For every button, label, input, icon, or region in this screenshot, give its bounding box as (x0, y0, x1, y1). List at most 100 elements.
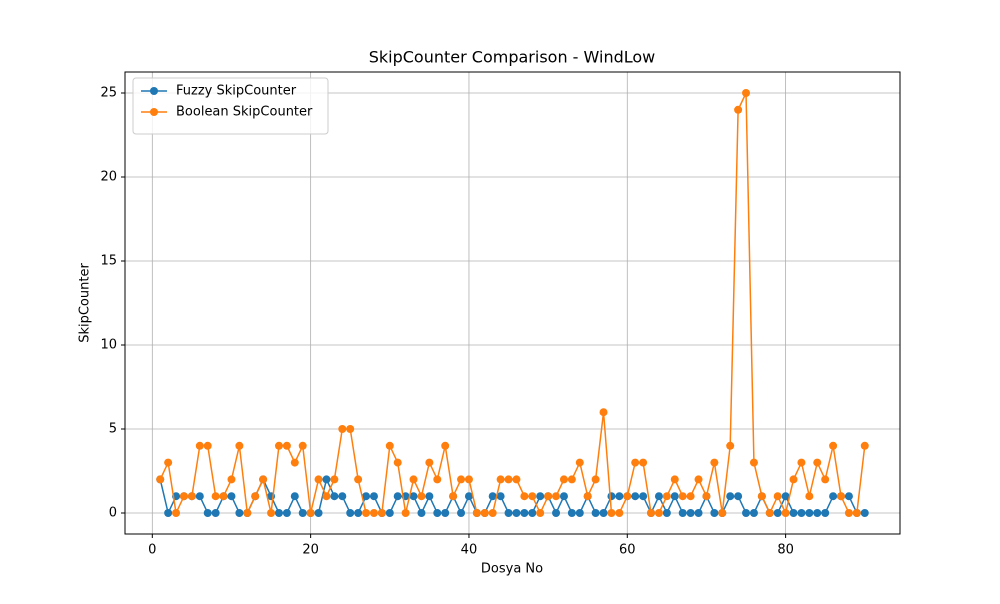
data-point (354, 475, 363, 484)
data-point (512, 509, 521, 517)
data-point (433, 509, 442, 517)
data-point (203, 509, 212, 517)
data-point (409, 492, 418, 501)
data-point (813, 509, 822, 517)
data-point (536, 492, 545, 501)
data-point (274, 441, 283, 450)
data-point (496, 492, 505, 501)
data-point (164, 458, 173, 467)
data-point (615, 509, 624, 517)
data-point (662, 492, 671, 501)
data-point (607, 509, 616, 517)
data-point (354, 509, 363, 517)
data-point (797, 458, 806, 467)
data-point (322, 475, 331, 484)
data-point (322, 492, 331, 501)
data-point (742, 89, 751, 97)
data-point (417, 509, 426, 517)
data-point (369, 492, 378, 501)
data-point (678, 492, 687, 501)
data-point (330, 492, 339, 501)
data-point (179, 492, 188, 501)
data-point (393, 492, 402, 501)
data-point (765, 509, 774, 517)
x-tick-label: 40 (461, 543, 478, 558)
data-point (433, 475, 442, 484)
data-point (631, 458, 640, 467)
data-point (425, 492, 434, 501)
data-point (235, 441, 244, 450)
data-point (243, 509, 252, 517)
data-point (274, 509, 283, 517)
data-point (559, 475, 568, 484)
data-point (773, 509, 782, 517)
data-point (821, 475, 830, 484)
data-point (385, 509, 394, 517)
data-point (219, 492, 228, 501)
legend-label: Fuzzy SkipCounter (176, 84, 297, 99)
data-point (314, 475, 323, 484)
data-point (749, 458, 758, 467)
data-point (298, 509, 307, 517)
data-point (441, 441, 450, 450)
data-point (449, 492, 458, 501)
data-point (559, 492, 568, 501)
data-point (528, 509, 537, 517)
data-point (552, 492, 561, 501)
data-point (441, 509, 450, 517)
data-point (369, 509, 378, 517)
data-point (647, 509, 656, 517)
data-point (639, 458, 648, 467)
y-tick-label: 15 (100, 254, 117, 269)
data-point (227, 492, 236, 501)
data-point (837, 492, 846, 501)
data-point (330, 475, 339, 484)
x-tick-label: 60 (619, 543, 636, 558)
data-point (805, 509, 814, 517)
data-point (726, 492, 735, 501)
data-point (488, 509, 497, 517)
x-tick-label: 80 (777, 543, 794, 558)
data-point (306, 509, 315, 517)
data-point (496, 475, 505, 484)
data-point (290, 492, 299, 501)
data-point (670, 475, 679, 484)
data-point (512, 475, 521, 484)
data-point (290, 458, 299, 467)
data-point (702, 492, 711, 501)
data-point (813, 458, 822, 467)
legend-marker (150, 108, 158, 116)
data-point (282, 441, 291, 450)
data-point (464, 475, 473, 484)
data-point (615, 492, 624, 501)
data-point (781, 492, 790, 501)
data-point (520, 492, 529, 501)
data-point (726, 441, 735, 450)
data-point (757, 492, 766, 501)
data-point (544, 492, 553, 501)
data-point (607, 492, 616, 501)
y-tick-label: 5 (109, 422, 117, 437)
data-point (504, 475, 513, 484)
data-point (552, 509, 561, 517)
x-tick-label: 0 (148, 543, 156, 558)
data-point (583, 492, 592, 501)
data-point (662, 509, 671, 517)
legend-marker (150, 87, 158, 95)
data-point (187, 492, 196, 501)
data-point (195, 492, 204, 501)
data-point (346, 425, 355, 433)
y-tick-label: 0 (109, 506, 117, 521)
data-point (789, 509, 798, 517)
data-point (686, 509, 695, 517)
data-point (575, 509, 584, 517)
data-point (338, 425, 347, 433)
data-point (346, 509, 355, 517)
data-point (631, 492, 640, 501)
data-point (718, 509, 727, 517)
y-tick-label: 10 (100, 338, 117, 353)
data-point (282, 509, 291, 517)
data-point (773, 492, 782, 501)
data-point (457, 475, 466, 484)
